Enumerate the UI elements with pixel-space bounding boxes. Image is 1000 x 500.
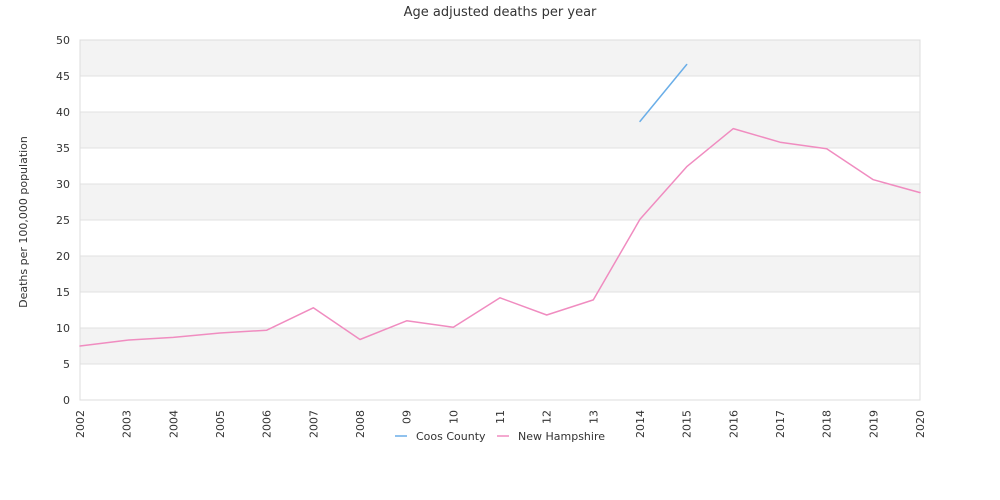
y-tick-label: 5 — [63, 358, 70, 371]
x-tick-label: 2002 — [74, 410, 87, 438]
chart-title: Age adjusted deaths per year — [404, 5, 597, 20]
x-tick-label: 2018 — [821, 410, 834, 438]
y-tick-label: 0 — [63, 394, 70, 407]
x-tick-label: 11 — [494, 410, 507, 424]
plot-band — [80, 256, 920, 292]
legend-label: New Hampshire — [518, 430, 605, 443]
y-tick-label: 15 — [56, 286, 70, 299]
x-tick-label: 2020 — [914, 410, 927, 438]
plot-band — [80, 328, 920, 364]
y-tick-label: 25 — [56, 214, 70, 227]
y-tick-label: 45 — [56, 70, 70, 83]
series-lines — [79, 63, 921, 347]
x-axis-ticks: 2002 2003 2004 2005 2006 2007 2008 09 10 11 12 13 20… — [74, 410, 927, 438]
series-line-coos-county — [639, 63, 688, 123]
y-tick-label: 10 — [56, 322, 70, 335]
x-tick-label: 2006 — [261, 410, 274, 438]
x-tick-label: 10 — [447, 410, 460, 424]
x-tick-label: 2008 — [354, 410, 367, 438]
plot-band — [80, 364, 920, 400]
x-tick-label: 2007 — [307, 410, 320, 438]
y-tick-label: 30 — [56, 178, 70, 191]
x-tick-label: 2014 — [634, 410, 647, 438]
y-tick-label: 35 — [56, 142, 70, 155]
x-tick-label: 2003 — [121, 410, 134, 438]
plot-bands — [80, 40, 920, 400]
plot-band — [80, 148, 920, 184]
series-line-new-hampshire — [79, 127, 921, 347]
plot-band — [80, 184, 920, 220]
y-axis-label: Deaths per 100,000 population — [17, 136, 30, 308]
legend: Coos County New Hampshire — [395, 430, 605, 443]
y-tick-label: 20 — [56, 250, 70, 263]
legend-item-coos-county[interactable]: Coos County — [395, 430, 486, 443]
y-axis-ticks: 0 5 10 15 20 25 30 35 40 45 50 — [56, 34, 70, 407]
x-tick-label: 2015 — [681, 410, 694, 438]
plot-band — [80, 112, 920, 148]
x-tick-label: 09 — [401, 410, 414, 424]
x-tick-label: 2004 — [167, 410, 180, 438]
legend-item-new-hampshire[interactable]: New Hampshire — [497, 430, 605, 443]
x-tick-label: 2017 — [774, 410, 787, 438]
y-tick-label: 40 — [56, 106, 70, 119]
x-tick-label: 12 — [541, 410, 554, 424]
x-tick-label: 2005 — [214, 410, 227, 438]
y-tick-label: 50 — [56, 34, 70, 47]
x-tick-label: 2016 — [727, 410, 740, 438]
plot-frame — [79, 39, 921, 401]
plot-band — [80, 76, 920, 112]
plot-band — [80, 40, 920, 76]
x-tick-label: 2019 — [867, 410, 880, 438]
legend-label: Coos County — [416, 430, 486, 443]
x-tick-label: 13 — [587, 410, 600, 424]
plot-band — [80, 220, 920, 256]
